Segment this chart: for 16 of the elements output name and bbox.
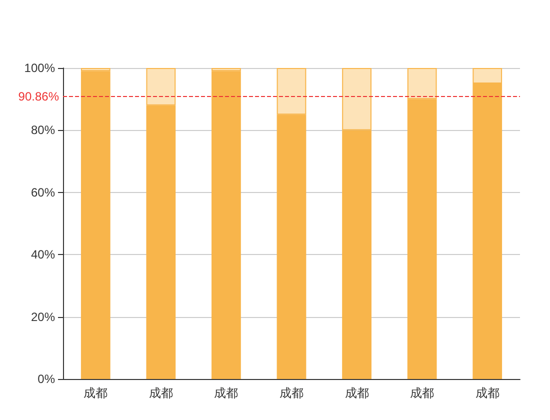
y-tick-label: 20% [30,310,56,324]
y-tick-label: 60% [30,185,56,200]
x-tick-label: 成都 [280,386,304,400]
x-tick-label: 成都 [84,386,108,400]
x-tick-label: 成都 [410,386,434,400]
y-tick-label: 100% [24,61,56,75]
bar [80,71,110,379]
x-tick-label: 成都 [214,386,238,400]
y-tick-label: 80% [30,123,56,138]
x-tick-label: 成都 [475,386,500,400]
x-tick-label: 成都 [148,386,173,400]
y-tick-label: 0% [38,372,56,386]
x-tick-label: 成都 [344,386,369,400]
ref-line-label: 90.86% [18,89,60,104]
y-tick-label: 40% [30,248,56,262]
bar [212,71,241,379]
